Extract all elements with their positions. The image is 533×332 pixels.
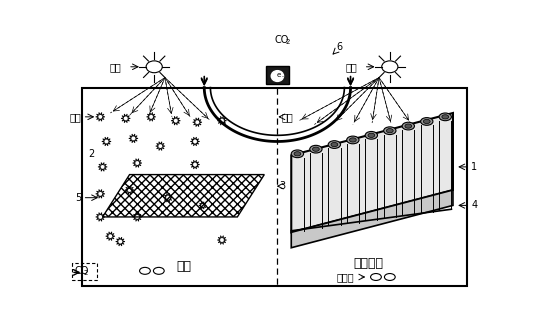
Ellipse shape xyxy=(291,150,304,158)
Text: 光源: 光源 xyxy=(110,62,122,72)
Polygon shape xyxy=(291,190,453,248)
Text: 2: 2 xyxy=(286,39,290,45)
Ellipse shape xyxy=(312,147,319,151)
Ellipse shape xyxy=(439,113,451,121)
Bar xyxy=(82,88,467,286)
Text: 光源: 光源 xyxy=(345,62,357,72)
Text: 3: 3 xyxy=(280,181,286,191)
Ellipse shape xyxy=(386,128,393,133)
Ellipse shape xyxy=(405,124,411,128)
Ellipse shape xyxy=(402,122,415,130)
Text: e: e xyxy=(277,72,281,78)
Text: 6: 6 xyxy=(336,42,343,52)
Ellipse shape xyxy=(271,71,284,81)
Bar xyxy=(266,66,289,85)
Text: 污水: 污水 xyxy=(176,261,191,274)
Text: 碱性污水: 碱性污水 xyxy=(353,257,383,270)
Ellipse shape xyxy=(423,119,430,124)
Ellipse shape xyxy=(421,118,433,125)
Polygon shape xyxy=(291,113,453,232)
Ellipse shape xyxy=(310,145,322,153)
Ellipse shape xyxy=(442,115,449,119)
Text: 2: 2 xyxy=(88,149,94,159)
Text: -: - xyxy=(282,74,284,79)
Ellipse shape xyxy=(346,136,359,144)
Text: 1: 1 xyxy=(471,162,478,172)
Ellipse shape xyxy=(365,131,377,139)
Ellipse shape xyxy=(331,142,338,147)
Text: CO: CO xyxy=(74,266,88,276)
Ellipse shape xyxy=(384,127,396,134)
Text: 导线: 导线 xyxy=(281,112,293,122)
Ellipse shape xyxy=(368,133,375,137)
Ellipse shape xyxy=(350,138,356,142)
Text: 4: 4 xyxy=(471,201,478,210)
Ellipse shape xyxy=(328,141,341,148)
Text: 5: 5 xyxy=(75,193,81,203)
Text: 2: 2 xyxy=(83,270,88,276)
Text: CO: CO xyxy=(274,35,288,45)
Text: 搅拌子: 搅拌子 xyxy=(336,272,354,282)
Ellipse shape xyxy=(294,152,301,156)
Text: 孔碳: 孔碳 xyxy=(69,112,81,122)
